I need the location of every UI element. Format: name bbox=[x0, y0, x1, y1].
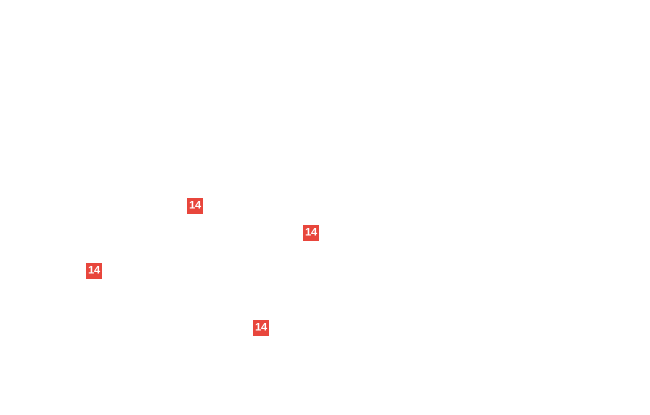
cluster-marker[interactable]: 14 bbox=[86, 263, 102, 279]
cluster-marker-label: 14 bbox=[189, 199, 201, 211]
cluster-marker[interactable]: 14 bbox=[303, 225, 319, 241]
cluster-marker-label: 14 bbox=[255, 321, 267, 333]
cluster-marker[interactable]: 14 bbox=[253, 320, 269, 336]
cluster-marker-label: 14 bbox=[88, 264, 100, 276]
cluster-marker-label: 14 bbox=[305, 226, 317, 238]
cluster-marker[interactable]: 14 bbox=[187, 198, 203, 214]
